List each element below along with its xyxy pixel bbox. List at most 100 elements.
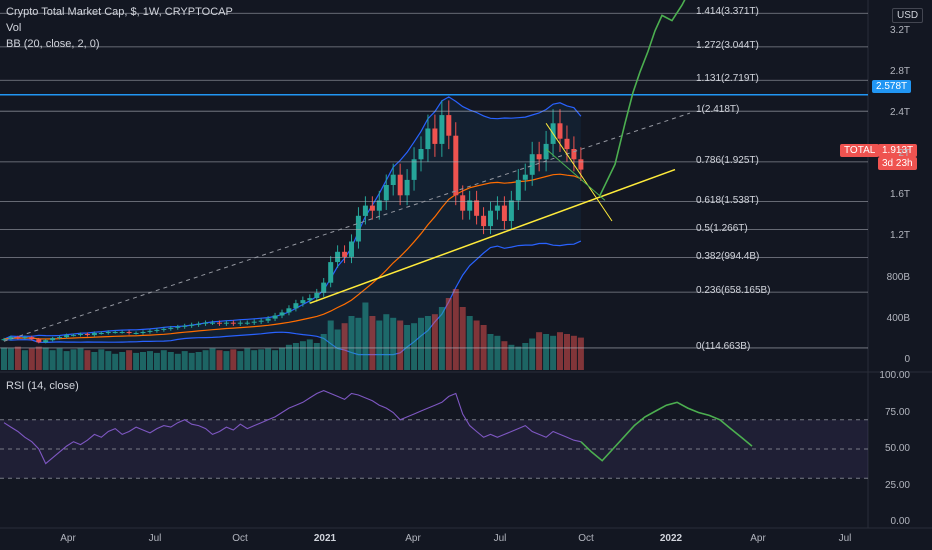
volume-bar (202, 350, 209, 370)
volume-bar (285, 344, 292, 370)
candle-body (119, 332, 125, 333)
time-tick-label: Jul (148, 533, 162, 544)
volume-bar (383, 314, 390, 370)
candle-body (126, 332, 132, 333)
rsi-tick-label: 25.00 (884, 479, 910, 491)
volume-bar (299, 341, 306, 370)
candle-body (279, 312, 285, 316)
price-tick-label: 2.8T (889, 65, 910, 77)
volume-bar (195, 352, 202, 370)
volume-bar (313, 343, 320, 370)
time-tick-label: 2022 (659, 533, 683, 544)
candle-body (258, 320, 264, 322)
volume-bar (341, 323, 348, 370)
candle-body (265, 318, 271, 321)
volume-bar (7, 348, 14, 370)
volume-bar (188, 352, 195, 370)
candle-body (272, 315, 278, 319)
volume-legend: Vol (6, 22, 22, 34)
fib-level-label: 0.5(1.266T) (696, 222, 748, 234)
volume-bar (70, 349, 77, 370)
volume-bar (543, 334, 550, 370)
candle-body (578, 159, 584, 170)
volume-bar (362, 302, 369, 370)
price-tick-label: 1.6T (889, 189, 910, 201)
candle-body (244, 322, 250, 324)
candle-body (397, 174, 403, 196)
volume-bar (404, 325, 411, 370)
candle-body (84, 334, 90, 335)
volume-bar (557, 332, 563, 370)
candle-body (210, 322, 215, 324)
volume-bar (320, 334, 327, 370)
price-tick-label: 800B (886, 271, 910, 283)
volume-bar (376, 320, 383, 370)
fib-level-label: 0(114.663B) (696, 340, 751, 352)
candle-body (369, 205, 375, 211)
volume-bar (473, 320, 480, 370)
volume-bar (522, 343, 529, 370)
candle-body (564, 138, 570, 150)
price-tick-label: 3.2T (889, 24, 910, 36)
candle-body (522, 174, 528, 180)
volume-bar (167, 352, 174, 370)
volume-bar (153, 352, 160, 370)
candle-body (1, 339, 7, 341)
volume-bar (244, 348, 251, 370)
volume-bar (272, 350, 279, 370)
candle-body (481, 215, 487, 227)
rsi-tick-label: 0.00 (890, 516, 910, 527)
candle-body (494, 205, 500, 211)
volume-bar (577, 337, 584, 370)
volume-bar (355, 317, 362, 370)
volume-bar (28, 348, 35, 370)
price-tick-label: 0 (904, 353, 910, 365)
hline-price-badge: 2.578T (872, 80, 912, 93)
volume-bar (501, 341, 508, 370)
volume-bar (570, 335, 577, 370)
candle-body (536, 154, 542, 160)
total-value-badge: 1.913T (878, 144, 918, 157)
currency-badge[interactable]: USD (892, 8, 924, 23)
time-tick-label: Apr (60, 533, 76, 544)
volume-bar (181, 351, 188, 370)
volume-bar (237, 351, 244, 370)
candle-body (362, 205, 368, 216)
volume-bar (550, 335, 557, 370)
volume-bar (77, 348, 84, 370)
candle-body (439, 115, 445, 144)
candle-body (425, 128, 431, 150)
volume-bar (306, 339, 313, 370)
volume-bar (49, 350, 56, 370)
bb-basis-line (3, 173, 582, 340)
candle-body (293, 303, 299, 309)
candle-body (508, 200, 514, 221)
rsi-legend: RSI (14, close) (6, 380, 79, 392)
rsi-tick-label: 75.00 (884, 406, 910, 418)
volume-bar (327, 320, 334, 370)
volume-bar (42, 347, 49, 370)
candle-body (133, 333, 139, 334)
candle-body (230, 322, 236, 324)
candle-body (71, 335, 76, 337)
volume-bar (369, 316, 376, 370)
volume-bar (56, 348, 63, 370)
candle-body (355, 215, 361, 242)
candle-body (203, 322, 209, 324)
candle-body (217, 322, 222, 324)
candle-body (168, 327, 174, 329)
volume-bar (466, 316, 473, 370)
candle-body (64, 335, 70, 338)
volume-bar (564, 334, 570, 370)
volume-bar (459, 307, 466, 370)
fib-level-label: 1(2.418T) (696, 104, 740, 116)
volume-bar (480, 325, 487, 370)
time-tick-label: Apr (405, 533, 421, 544)
fib-level-label: 0.618(1.538T) (696, 194, 759, 206)
wedge-line-upper (545, 123, 613, 222)
volume-bar (292, 343, 299, 370)
bb-lower-line (3, 240, 582, 356)
candle-body (196, 323, 202, 325)
